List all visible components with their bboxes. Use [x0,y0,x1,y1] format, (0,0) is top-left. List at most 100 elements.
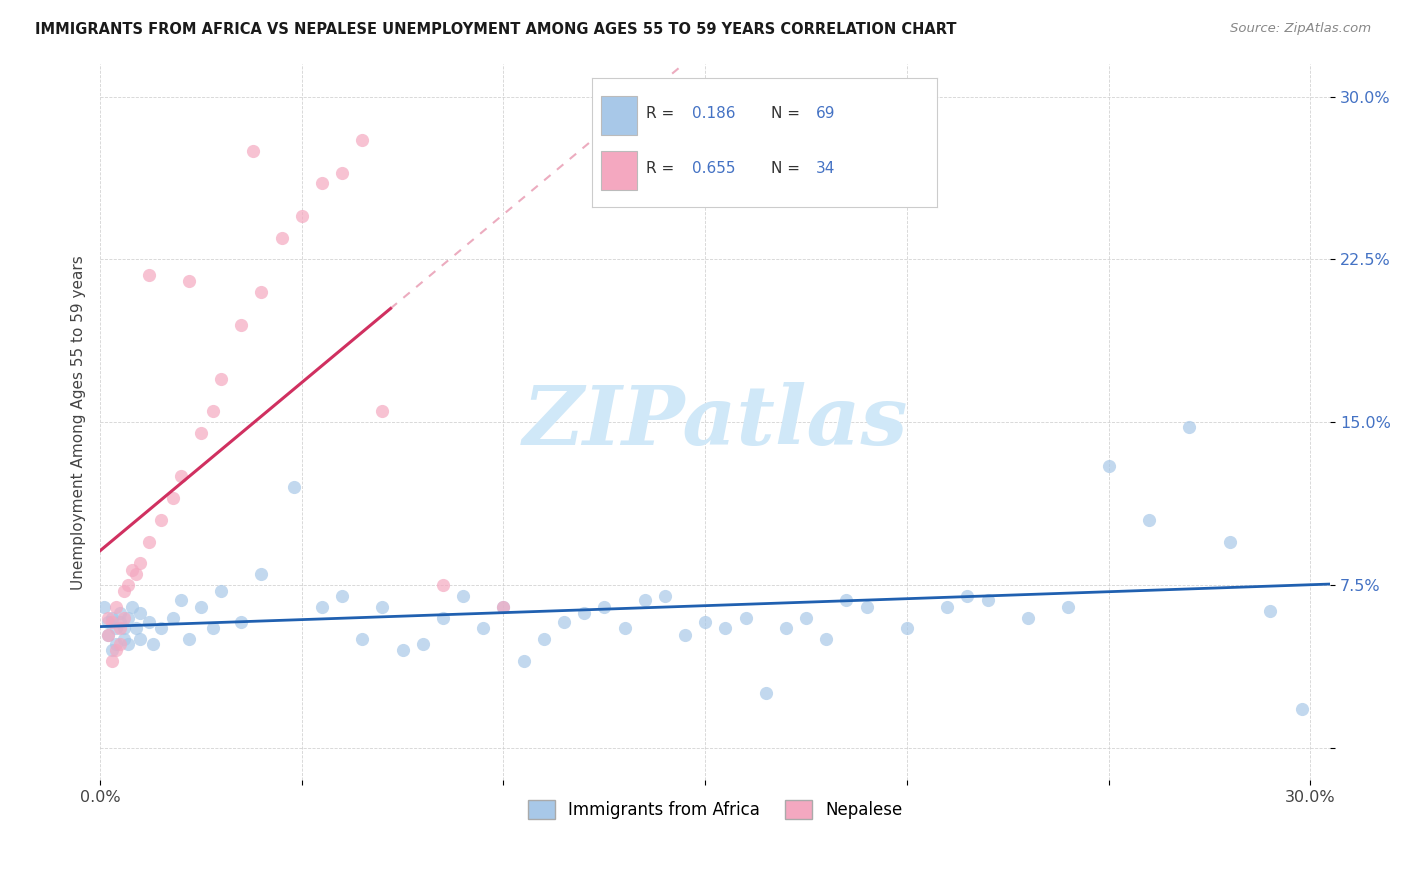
Point [142,636,165,650]
Point [110,615,132,629]
Point [101,654,124,668]
Point [162,491,184,505]
Point [311,177,333,191]
Point [117,610,139,624]
Point [311,599,333,614]
Point [695,615,717,629]
Point [250,285,273,299]
Point [125,621,148,635]
Point [117,578,139,592]
Point [129,632,152,647]
Point [117,636,139,650]
Point [190,599,212,614]
Point [231,615,253,629]
Point [432,610,454,624]
Point [432,578,454,592]
Point [835,593,858,607]
Point [112,621,135,635]
Point [105,643,128,657]
Y-axis label: Unemployment Among Ages 55 to 59 years: Unemployment Among Ages 55 to 59 years [72,255,86,590]
Point [1057,599,1080,614]
Point [149,513,172,527]
Point [734,610,756,624]
Point [371,404,394,418]
Point [242,144,264,158]
Point [190,425,212,440]
Point [714,621,737,635]
Point [112,610,135,624]
Point [209,584,232,599]
Point [170,593,193,607]
Point [371,599,394,614]
Text: ZIPatlas: ZIPatlas [523,382,908,462]
Point [572,606,595,620]
Point [97,610,120,624]
Point [97,628,120,642]
Point [673,628,696,642]
Point [97,628,120,642]
Point [110,621,132,635]
Point [896,621,918,635]
Point [105,599,128,614]
Point [775,621,797,635]
Point [330,165,353,179]
Point [391,643,413,657]
Point [956,589,979,603]
Point [270,230,292,244]
Point [121,599,143,614]
Point [129,556,152,570]
Point [451,589,474,603]
Point [755,686,778,700]
Point [101,615,124,629]
Point [138,534,160,549]
Point [634,593,657,607]
Point [472,621,495,635]
Point [553,615,575,629]
Point [177,274,200,288]
Point [170,469,193,483]
Point [112,584,135,599]
Point [936,599,959,614]
Point [110,606,132,620]
Point [202,404,225,418]
Point [794,610,817,624]
Point [177,632,200,647]
Point [593,599,616,614]
Point [492,599,515,614]
Point [976,593,998,607]
Point [1219,534,1241,549]
Point [121,563,143,577]
Point [1258,604,1281,618]
Point [533,632,555,647]
Point [231,318,253,332]
Point [125,567,148,582]
Point [138,615,160,629]
Point [815,632,838,647]
Point [101,643,124,657]
Point [855,599,877,614]
Legend: Immigrants from Africa, Nepalese: Immigrants from Africa, Nepalese [522,794,910,826]
Point [101,610,124,624]
Point [1137,513,1160,527]
Point [1178,419,1201,434]
Point [1017,610,1039,624]
Point [105,636,128,650]
Point [202,621,225,635]
Point [352,632,374,647]
Point [149,621,172,635]
Point [250,567,273,582]
Point [283,480,305,494]
Point [1291,701,1313,715]
Point [654,589,676,603]
Point [330,589,353,603]
Point [162,610,184,624]
Point [97,615,120,629]
Point [1097,458,1119,473]
Point [291,209,314,223]
Point [613,621,636,635]
Point [93,599,115,614]
Point [138,268,160,282]
Point [492,599,515,614]
Point [412,636,434,650]
Point [112,632,135,647]
